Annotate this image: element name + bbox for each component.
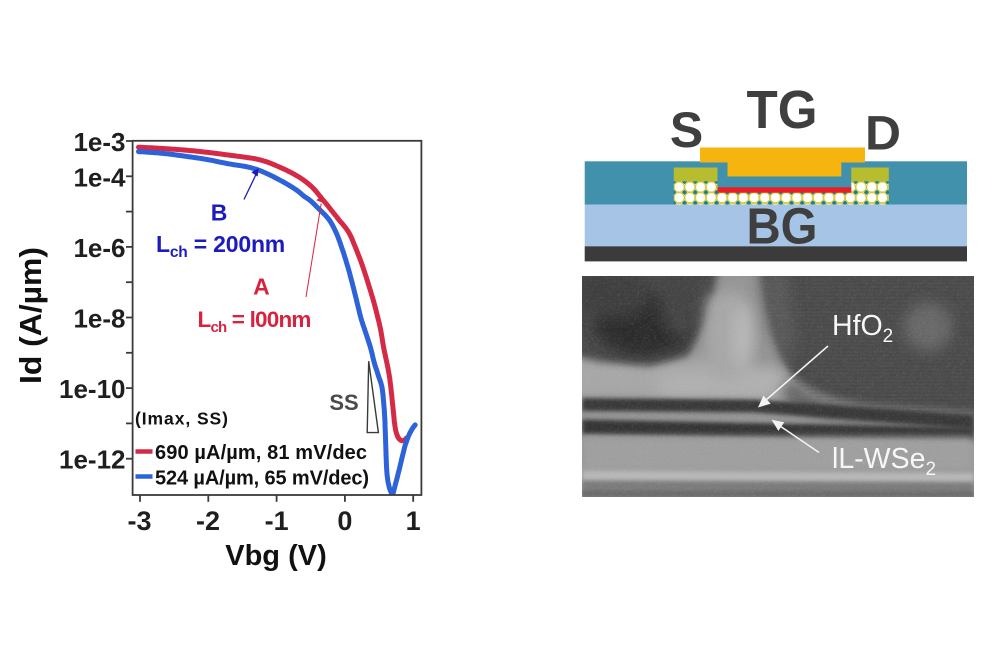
svg-text:Lch = l00nm: Lch = l00nm (198, 307, 311, 336)
svg-text:Lch = 200nm: Lch = 200nm (156, 231, 285, 261)
svg-text:1e-8: 1e-8 (73, 304, 125, 334)
svg-text:690 µA/µm, 81 mV/dec: 690 µA/µm, 81 mV/dec (155, 442, 367, 464)
svg-text:Id (A/µm): Id (A/µm) (13, 247, 48, 384)
svg-text:S: S (670, 102, 703, 158)
svg-text:1e-4: 1e-4 (73, 162, 126, 192)
svg-text:lL-WSe2: lL-WSe2 (832, 443, 936, 480)
svg-text:BG: BG (747, 198, 818, 255)
svg-text:1e-3: 1e-3 (73, 127, 125, 157)
svg-text:1e-6: 1e-6 (73, 233, 125, 263)
svg-text:524 µA/µm, 65 mV/dec): 524 µA/µm, 65 mV/dec) (155, 468, 369, 490)
svg-text:1: 1 (406, 506, 421, 536)
svg-text:TG: TG (747, 80, 818, 140)
svg-text:0: 0 (337, 506, 352, 536)
svg-text:1e-12: 1e-12 (59, 445, 126, 475)
svg-text:(Imax, SS): (Imax, SS) (135, 409, 228, 429)
svg-text:D: D (865, 107, 901, 160)
svg-text:-3: -3 (127, 506, 151, 536)
svg-text:B: B (211, 199, 228, 225)
svg-text:Vbg (V): Vbg (V) (225, 540, 327, 572)
svg-text:-1: -1 (265, 506, 289, 536)
svg-text:SS: SS (329, 390, 358, 415)
svg-text:-2: -2 (196, 506, 220, 536)
svg-text:A: A (253, 274, 270, 300)
svg-text:1e-10: 1e-10 (59, 374, 126, 404)
